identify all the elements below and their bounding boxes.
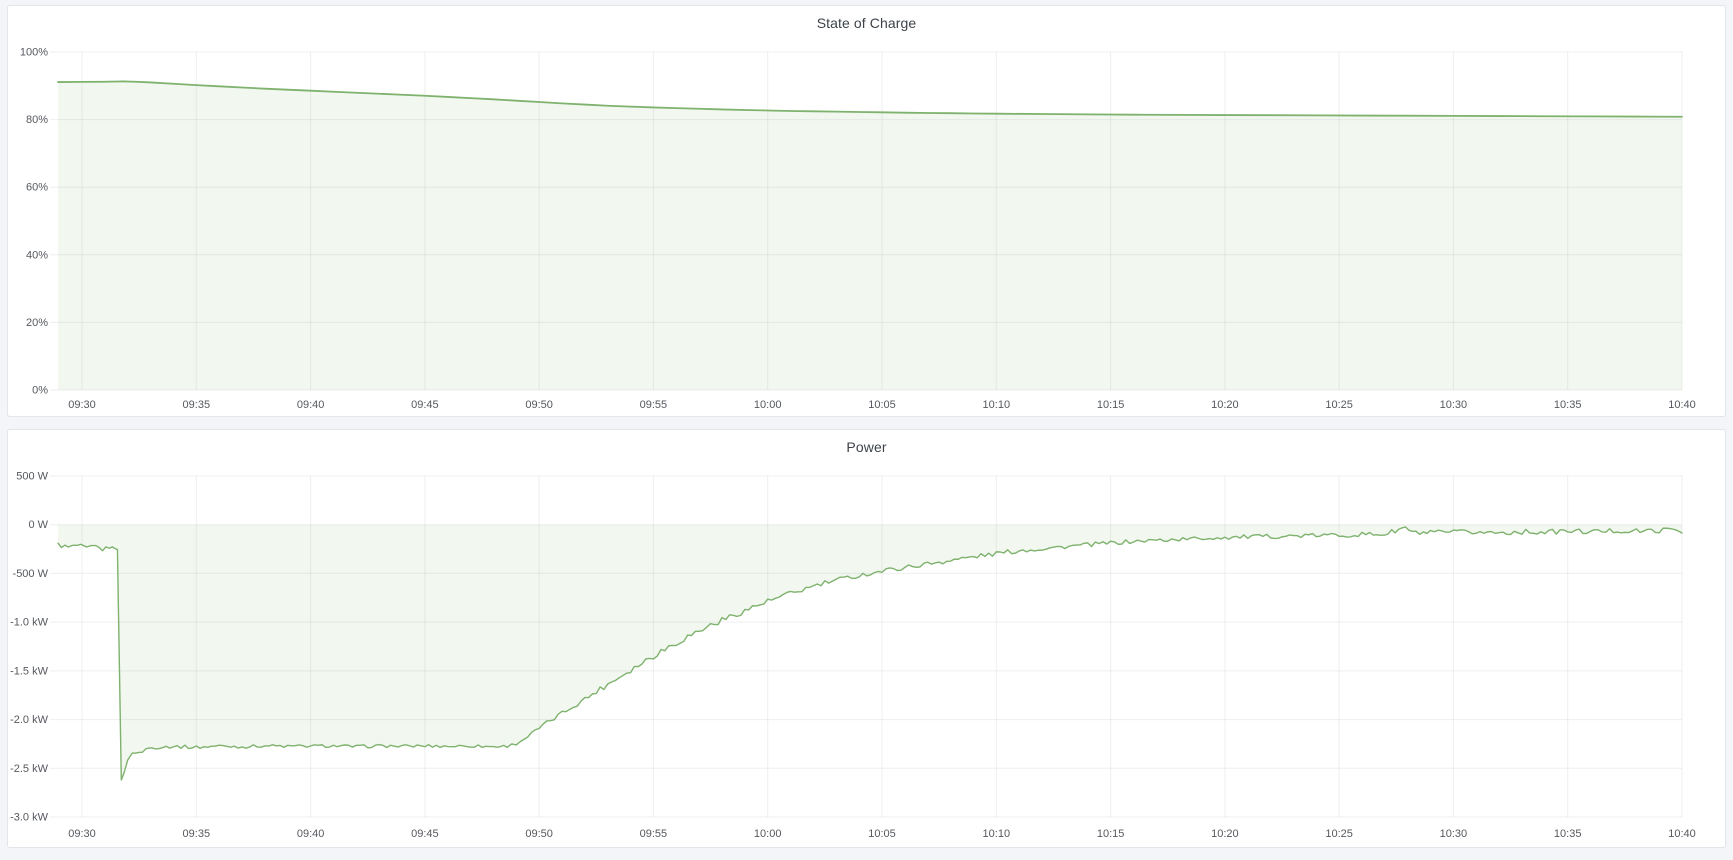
svg-text:10:00: 10:00 bbox=[754, 399, 782, 411]
svg-text:500 W: 500 W bbox=[16, 471, 48, 483]
panel-power: Power 500 W 0 W -500 W -1.0 kW -1.5 kW -2.0 k… bbox=[7, 429, 1726, 848]
svg-text:09:55: 09:55 bbox=[640, 828, 668, 840]
svg-text:10:30: 10:30 bbox=[1440, 399, 1468, 411]
svg-text:09:45: 09:45 bbox=[411, 828, 439, 840]
svg-text:09:45: 09:45 bbox=[411, 399, 439, 411]
svg-text:10:05: 10:05 bbox=[868, 399, 896, 411]
power-chart[interactable]: 500 W 0 W -500 W -1.0 kW -1.5 kW -2.0 kW -2.5 … bbox=[8, 430, 1725, 847]
svg-text:100%: 100% bbox=[20, 47, 48, 59]
svg-text:10:35: 10:35 bbox=[1554, 399, 1582, 411]
svg-text:-2.5 kW: -2.5 kW bbox=[10, 763, 49, 775]
state-of-charge-chart[interactable]: 100% 80% 60% 40% 20% 0% 09:30 09:35 09:40 09:45 09… bbox=[8, 6, 1725, 416]
svg-text:80%: 80% bbox=[26, 114, 48, 126]
svg-text:09:30: 09:30 bbox=[68, 399, 96, 411]
svg-text:-1.0 kW: -1.0 kW bbox=[10, 617, 49, 629]
svg-text:10:10: 10:10 bbox=[983, 399, 1011, 411]
svg-text:10:25: 10:25 bbox=[1325, 399, 1353, 411]
svg-text:10:00: 10:00 bbox=[754, 828, 782, 840]
svg-text:09:40: 09:40 bbox=[297, 399, 325, 411]
svg-text:60%: 60% bbox=[26, 182, 48, 194]
svg-text:10:15: 10:15 bbox=[1097, 399, 1125, 411]
svg-text:10:35: 10:35 bbox=[1554, 828, 1582, 840]
svg-text:09:30: 09:30 bbox=[68, 828, 96, 840]
svg-text:10:20: 10:20 bbox=[1211, 828, 1239, 840]
panel-state-of-charge: State of Charge 100% 80% 60% 40% 20% 0% 09:30 0… bbox=[7, 5, 1726, 417]
svg-text:0 W: 0 W bbox=[28, 519, 48, 531]
svg-text:10:25: 10:25 bbox=[1325, 828, 1353, 840]
svg-text:10:40: 10:40 bbox=[1668, 399, 1696, 411]
svg-text:10:40: 10:40 bbox=[1668, 828, 1696, 840]
svg-text:09:35: 09:35 bbox=[183, 399, 211, 411]
svg-text:09:50: 09:50 bbox=[525, 828, 553, 840]
svg-text:-500 W: -500 W bbox=[13, 568, 49, 580]
svg-text:09:50: 09:50 bbox=[525, 399, 553, 411]
svg-text:-2.0 kW: -2.0 kW bbox=[10, 714, 49, 726]
svg-text:40%: 40% bbox=[26, 249, 48, 261]
svg-text:0%: 0% bbox=[32, 385, 48, 397]
svg-text:-3.0 kW: -3.0 kW bbox=[10, 812, 49, 824]
svg-text:10:30: 10:30 bbox=[1440, 828, 1468, 840]
svg-text:10:10: 10:10 bbox=[983, 828, 1011, 840]
panel-title-power[interactable]: Power bbox=[846, 439, 887, 455]
svg-text:09:35: 09:35 bbox=[183, 828, 211, 840]
svg-text:10:05: 10:05 bbox=[868, 828, 896, 840]
svg-text:10:20: 10:20 bbox=[1211, 399, 1239, 411]
svg-text:-1.5 kW: -1.5 kW bbox=[10, 665, 49, 677]
svg-text:20%: 20% bbox=[26, 317, 48, 329]
panel-title-state-of-charge[interactable]: State of Charge bbox=[816, 15, 917, 31]
svg-text:10:15: 10:15 bbox=[1097, 828, 1125, 840]
svg-text:09:40: 09:40 bbox=[297, 828, 325, 840]
svg-text:09:55: 09:55 bbox=[640, 399, 668, 411]
